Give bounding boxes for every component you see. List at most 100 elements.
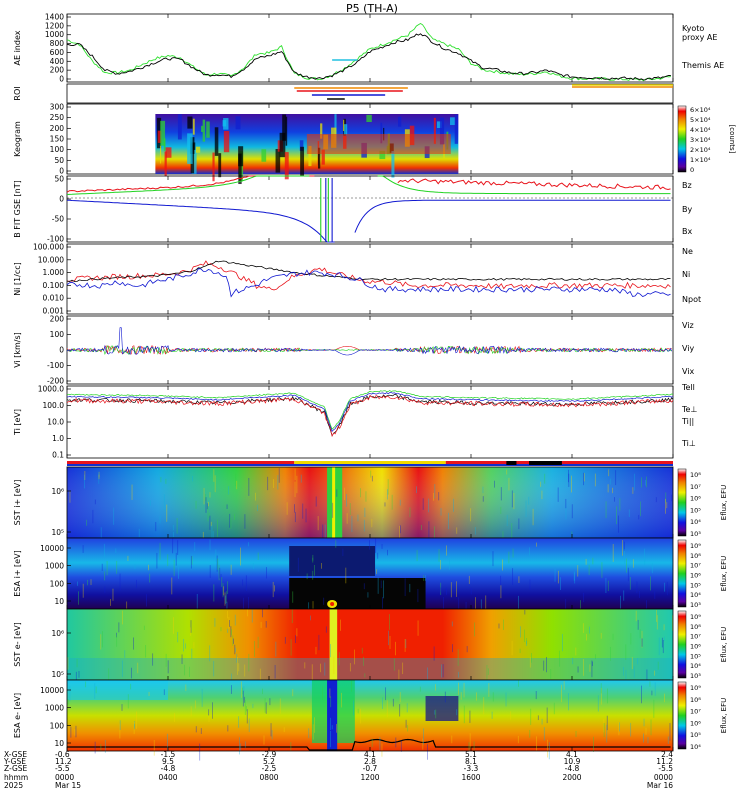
esa_e-texture [603,719,605,733]
sst_ion-texture [583,472,584,486]
esa_ion-texture [500,575,502,590]
sst_e-texture [320,663,321,673]
sst_ion-texture [665,498,666,514]
esa_e-texture [649,681,651,687]
time-axis-y: 5.2 [263,757,275,766]
esa_e-texture [353,700,354,716]
sst_e-texture [389,635,391,649]
sst_ion-texture [532,508,534,526]
sst_e-texture [457,671,459,678]
sst_e-texture [130,667,132,679]
keogram-colorbar-tick: 3×10⁴ [690,136,711,144]
esa_ion-texture [627,567,629,582]
bfield-series-bz-post [397,178,671,191]
esa_ion-texture [222,583,224,598]
sst_e-texture [582,623,584,633]
esa_ion-texture [167,554,169,567]
bfield-ytick-label: -50 [52,215,64,224]
esa_e-texture [643,733,644,743]
temperature-ytick-label: 1.0 [52,434,64,443]
esa_ion-ytick-label: 10 [54,597,64,606]
ae-legend-proxy: proxy AE [682,33,717,42]
keogram-streak [212,152,215,182]
time-axis-date: Mar 15 [55,781,81,790]
keogram-streak [218,153,222,178]
sst_ion-texture [166,504,168,522]
esa_e-texture [94,741,96,754]
time-axis-row-label: Z-GSE [4,764,28,773]
sst_ion-texture [409,507,411,518]
sst_e-texture [177,631,179,643]
esa_e-texture [243,686,245,692]
esa_e-texture [547,739,549,758]
sst_ion-texture [98,472,100,484]
esa_ion-texture [377,577,379,594]
esa_e-texture [395,737,397,748]
temperature-series-2 [66,390,674,430]
esa_e-texture [451,735,453,744]
sst_e-texture [296,628,298,637]
sst_ion-texture [351,515,353,533]
esa_e-texture [265,702,267,714]
density-legend-ne: Ne [682,247,693,256]
sst_ion-texture [294,468,296,481]
esa_ion-texture [381,543,383,549]
esa_e-texture [593,736,594,752]
ae-series-themis [66,33,671,81]
time-axis-hhmm: 1200 [360,773,379,782]
sst_e-shade [67,658,673,680]
sst_ion-texture [235,473,237,487]
esa_e-texture [119,723,121,739]
sst_ion-texture [230,518,232,529]
roi-frame [66,83,674,104]
keogram-streak [238,153,242,185]
esa_e-texture [399,692,401,703]
esa_ion-gap [289,578,426,609]
sst_e-texture [228,616,230,629]
esa_e-texture [264,698,266,713]
sst_ion-texture [506,514,508,526]
sst_e-texture [122,610,123,625]
esa_e-texture [641,685,642,704]
sst_ion-texture [618,515,619,533]
sst_e-texture [227,628,229,633]
esa_e-texture [121,704,123,711]
sst_ion-texture [646,476,648,488]
sst_e-texture [610,646,611,661]
esa_ion-texture [240,547,241,566]
sst_e-texture [561,633,563,652]
esa_ion-texture [218,564,220,581]
keogram-streak [222,120,227,127]
sst_ion-texture [416,486,417,494]
sst_ion-texture [511,490,513,508]
esa_e-texture [606,715,608,731]
esa_e-texture [292,689,294,697]
esa_ion-texture [518,595,519,611]
sst_e-texture [209,645,211,662]
sst_ion-texture [248,477,250,496]
esa_ion-texture [367,592,369,598]
sst_e-texture [531,653,532,663]
keogram-streak [436,121,442,129]
esa_ion-texture [625,558,627,573]
sst_ion-texture [608,469,610,477]
esa_ion-ytick-label: 10000 [40,544,64,553]
esa_e-sc-potential [67,738,671,751]
esa_e-texture [541,718,543,725]
sst_e-texture [658,637,660,656]
esa_e-texture [392,698,394,707]
esa_ion-texture [440,560,441,570]
sst_ion-texture [371,475,373,482]
keogram-streak [177,114,182,140]
esa_ion-texture [314,564,315,576]
esa_ion-texture [470,587,472,595]
esa_e-texture [463,705,465,724]
keogram-streak [187,133,193,164]
esa_ion-texture [77,581,78,586]
ae-series-kyoto [66,22,671,82]
sst_e-texture [318,634,320,651]
sst_ion-texture [255,492,256,501]
sst_e-texture [577,666,579,673]
esa_e-texture [104,739,106,753]
temperature-ytick-label: 10.0 [47,418,64,427]
